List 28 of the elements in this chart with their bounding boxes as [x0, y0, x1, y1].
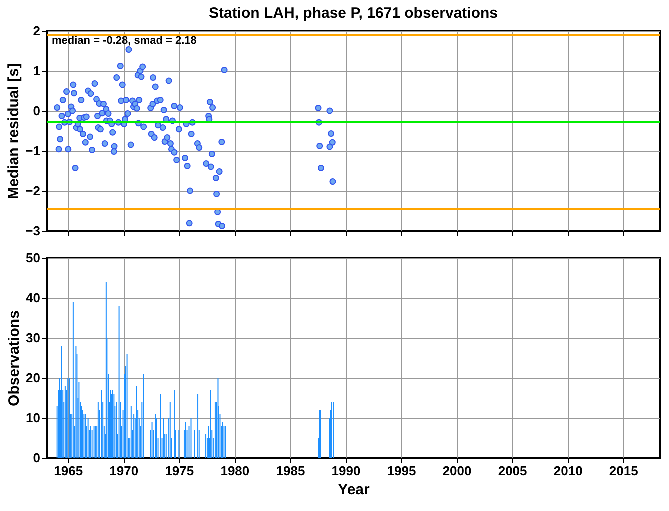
annotation: median = -0.28, smad = 2.18: [52, 35, 197, 47]
y-tick-label: 30: [26, 330, 40, 346]
x-tick-label: 1990: [332, 464, 361, 478]
x-tick-label: 1995: [387, 464, 416, 478]
x-tick-label: 2000: [442, 464, 472, 478]
x-tick-label: 1975: [165, 464, 194, 478]
y-tick-label: 10: [26, 410, 40, 426]
y-tick-label: 0: [33, 450, 40, 466]
y-axis-title: Median residual [s]: [6, 64, 23, 200]
y-tick-label: −1: [26, 144, 40, 158]
y-tick-label: 20: [26, 370, 40, 386]
y-tick-label: 40: [26, 290, 40, 306]
x-tick-label: 2015: [609, 464, 638, 478]
y-tick-label: 1: [33, 64, 40, 78]
y-tick-label: 0: [33, 104, 40, 118]
y-tick-label: 50: [26, 250, 40, 266]
chart-title: Station LAH, phase P, 1671 observations: [209, 5, 498, 22]
x-tick-label: 1985: [276, 464, 306, 478]
y-tick-label: 2: [33, 24, 40, 38]
x-axis-title: Year: [338, 482, 370, 498]
y-axis-title: Observations: [6, 310, 24, 406]
x-tick-label: 1970: [110, 464, 139, 478]
x-tick-label: 1980: [220, 464, 250, 478]
x-tick-label: 2010: [554, 464, 583, 478]
x-tick-label: 1965: [54, 464, 84, 478]
x-tick-label: 2005: [498, 464, 528, 478]
y-tick-label: −2: [26, 184, 40, 198]
y-tick-label: −3: [26, 224, 40, 238]
